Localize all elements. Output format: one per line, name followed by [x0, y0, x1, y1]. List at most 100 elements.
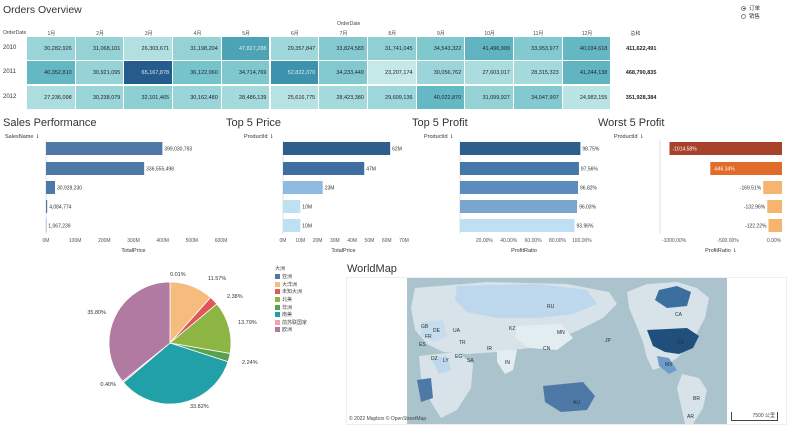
heatmap-cell[interactable]: 40,022,870	[416, 86, 465, 109]
legend-item[interactable]: 欧洲	[275, 326, 307, 334]
legend-item[interactable]: 非洲	[275, 303, 307, 311]
toggle-option-orders[interactable]: 订单	[741, 4, 760, 12]
heatmap-cell[interactable]: 33,953,977	[514, 37, 562, 60]
bar[interactable]	[283, 181, 323, 194]
map-country-label: BR	[693, 396, 700, 402]
legend-item[interactable]: 亚洲	[275, 273, 307, 281]
map-country-label: GB	[421, 324, 429, 330]
bar[interactable]	[283, 200, 301, 213]
bar-value-label: 97.56%	[581, 167, 599, 173]
bar[interactable]	[768, 219, 782, 232]
bar[interactable]	[46, 200, 48, 213]
bar[interactable]	[460, 162, 579, 175]
heatmap-cell[interactable]: 34,233,449	[319, 61, 367, 84]
pie-slice[interactable]	[108, 281, 171, 382]
heatmap-cell[interactable]: 30,921,095	[75, 61, 124, 84]
map-country-label: IN	[505, 360, 510, 366]
axis-tick-label: 30M	[330, 238, 340, 244]
legend-label: 非洲	[282, 304, 293, 311]
bar[interactable]	[460, 200, 578, 213]
bar[interactable]	[283, 142, 391, 155]
toggle-option-sales[interactable]: 销售	[741, 12, 760, 20]
bar[interactable]	[46, 162, 145, 175]
axis-tick-label: 10M	[295, 238, 305, 244]
map-country-label: SA	[467, 358, 474, 364]
legend-item[interactable]: 大洋洲	[275, 281, 307, 289]
month-header: 4月	[193, 31, 202, 37]
heatmap-cell[interactable]: 31,068,101	[75, 37, 124, 60]
heatmap-cell[interactable]: 27,603,017	[465, 61, 513, 84]
axis-tick-label: -1000.00%	[662, 238, 687, 244]
heatmap-cell[interactable]: 47,827,288	[221, 37, 270, 60]
heatmap-cell[interactable]: 30,238,079	[75, 86, 124, 109]
legend-label: 前苏联国家	[282, 319, 308, 326]
orders-overview-title: Orders Overview	[3, 4, 82, 16]
legend-swatch	[275, 327, 280, 333]
legend-item[interactable]: 未知大洲	[275, 288, 307, 296]
heatmap-cell[interactable]: 34,714,769	[221, 61, 270, 84]
heatmap-cell[interactable]: 28,315,323	[514, 61, 562, 84]
pie-slice[interactable]	[169, 303, 232, 354]
row-year-label: 2011	[3, 69, 16, 75]
bar[interactable]	[460, 142, 581, 155]
bar[interactable]	[283, 219, 301, 232]
heatmap-cell[interactable]: 34,543,322	[416, 37, 465, 60]
world-map[interactable]: RU CA US MX CN IN IR SA EG LY DZ KZ MN BR AR AU TR FR ES DE…	[346, 277, 787, 425]
heatmap-cell[interactable]: 52,822,370	[270, 61, 319, 84]
heatmap-cell[interactable]: 36,122,060	[173, 61, 221, 84]
legend-item[interactable]: 南美	[275, 311, 307, 319]
legend-item[interactable]: 北美	[275, 296, 307, 304]
axis-tick-label: 0.00%	[767, 238, 782, 244]
heatmap-cell[interactable]: 34,047,907	[514, 86, 562, 109]
heatmap-cell[interactable]: 40,034,618	[562, 37, 611, 60]
heatmap-cell[interactable]: 31,099,927	[465, 86, 513, 109]
heatmap-cell[interactable]: 32,101,465	[124, 86, 173, 109]
total-header: 总和	[630, 31, 641, 37]
heatmap-cell[interactable]: 30,162,480	[173, 86, 221, 109]
heatmap-cell[interactable]: 29,609,136	[367, 86, 416, 109]
heatmap-cell[interactable]: 40,352,810	[27, 61, 75, 84]
bar[interactable]	[46, 181, 56, 194]
heatmap-cell[interactable]: 27,236,098	[27, 86, 75, 109]
bar[interactable]	[46, 142, 163, 155]
pie-slice[interactable]	[122, 342, 229, 405]
axis-tick-label: 400M	[156, 238, 169, 244]
heatmap-cell[interactable]: 26,303,671	[124, 37, 173, 60]
axis-tick-label: 80.00%	[549, 238, 567, 244]
axis-title: ProfitRatio	[511, 248, 537, 254]
bar[interactable]	[767, 200, 782, 213]
heatmap-cell[interactable]: 41,244,138	[562, 61, 611, 84]
bar[interactable]	[283, 162, 365, 175]
heatmap-cell[interactable]: 28,486,139	[221, 86, 270, 109]
bar[interactable]	[710, 162, 782, 175]
heatmap-cell[interactable]: 30,056,762	[416, 61, 465, 84]
map-country-label: TR	[459, 340, 466, 346]
axis-tick-label: 50M	[365, 238, 375, 244]
bar[interactable]	[669, 142, 782, 155]
axis-tick-label: 40.00%	[500, 238, 518, 244]
heatmap-cell[interactable]: 33,824,583	[319, 37, 367, 60]
pie-slice-label: 0.40%	[100, 382, 116, 388]
heatmap-cell[interactable]: 30,282,926	[27, 37, 75, 60]
heatmap-cell[interactable]: 23,207,174	[367, 61, 416, 84]
legend-item[interactable]: 前苏联国家	[275, 319, 307, 327]
heatmap-cell[interactable]: 41,496,909	[465, 37, 513, 60]
pie-slice-label: 33.82%	[190, 404, 209, 410]
bar[interactable]	[460, 219, 575, 232]
heatmap-cell[interactable]: 25,616,775	[270, 86, 319, 109]
heatmap-cell[interactable]: 31,198,204	[173, 37, 221, 60]
legend-swatch	[275, 312, 280, 318]
pie-slice-label: 0.01%	[170, 272, 186, 278]
heatmap-cell[interactable]: 28,423,380	[319, 86, 367, 109]
axis-tick-label: 500M	[186, 238, 199, 244]
bar-value-label: 399,030,793	[164, 147, 192, 153]
heatmap-cell[interactable]: 31,741,045	[367, 37, 416, 60]
bar[interactable]	[763, 181, 782, 194]
axis-tick-label: 300M	[127, 238, 140, 244]
month-header: 6月	[290, 31, 299, 37]
heatmap-cell[interactable]: 65,167,878	[124, 61, 173, 84]
heatmap-cell[interactable]: 29,357,847	[270, 37, 319, 60]
heatmap-cell[interactable]: 24,983,155	[562, 86, 611, 109]
bar[interactable]	[460, 181, 579, 194]
map-attribution: © 2022 Mapbox © OpenStreetMap	[349, 416, 427, 422]
